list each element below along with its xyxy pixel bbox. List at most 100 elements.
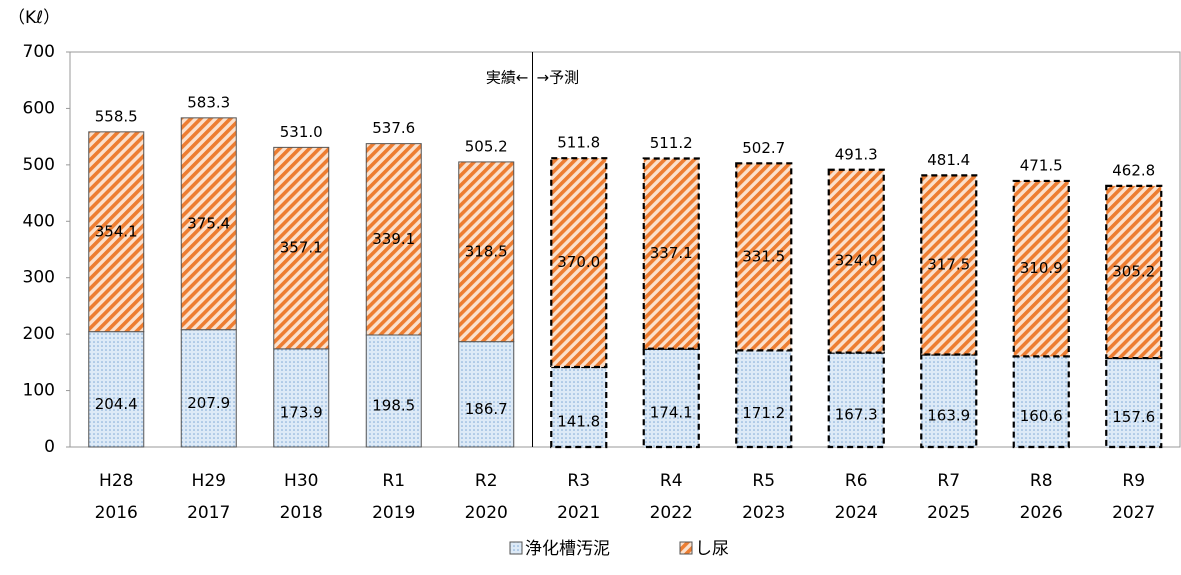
bar-segment xyxy=(735,162,793,352)
y-tick-label: 500 xyxy=(23,155,55,175)
segment-label: 331.5 xyxy=(742,247,785,265)
total-label: 583.3 xyxy=(187,93,230,111)
x-tick-label: R3 xyxy=(567,471,590,491)
segment-label: 310.9 xyxy=(1020,259,1063,277)
bar-segment xyxy=(642,157,700,350)
y-tick-label: 700 xyxy=(23,42,55,62)
segment-label: 318.5 xyxy=(465,242,508,260)
segment-label: 186.7 xyxy=(465,400,508,418)
bar-segment xyxy=(1012,179,1070,358)
x-tick-label: 2024 xyxy=(835,503,878,523)
bar-segment xyxy=(550,365,608,449)
total-label: 505.2 xyxy=(465,137,508,155)
segment-label: 173.9 xyxy=(280,403,323,421)
bar-segment xyxy=(365,334,422,448)
y-tick-label: 300 xyxy=(23,268,55,288)
legend-label: し尿 xyxy=(695,539,729,559)
total-label: 511.2 xyxy=(650,134,693,152)
segment-label: 339.1 xyxy=(372,230,415,248)
x-tick-label: 2025 xyxy=(927,503,970,523)
bar-segment xyxy=(88,331,145,448)
bar-segment xyxy=(827,168,885,354)
total-label: 462.8 xyxy=(1112,161,1155,179)
segment-label: 163.9 xyxy=(927,406,970,424)
segment-label: 198.5 xyxy=(372,396,415,414)
bar-segment xyxy=(458,341,515,448)
x-tick-label: H28 xyxy=(99,471,133,491)
bar-segment xyxy=(735,349,793,449)
x-tick-label: 2019 xyxy=(372,503,415,523)
segment-label: 354.1 xyxy=(95,222,138,240)
bar-segment xyxy=(1105,356,1163,449)
x-tick-label: 2022 xyxy=(650,503,693,523)
x-tick-label: H30 xyxy=(284,471,318,491)
total-label: 481.4 xyxy=(927,151,970,169)
y-tick-label: 600 xyxy=(23,98,55,118)
x-tick-label: R2 xyxy=(475,471,498,491)
y-tick-label: 400 xyxy=(23,211,55,231)
segment-label: 305.2 xyxy=(1112,262,1155,280)
bar-segment xyxy=(180,117,237,331)
bar-segment xyxy=(365,143,422,336)
bar-segment xyxy=(273,146,330,350)
x-tick-label: 2017 xyxy=(187,503,230,523)
x-tick-label: 2027 xyxy=(1112,503,1155,523)
x-tick-label: H29 xyxy=(192,471,226,491)
x-tick-label: R9 xyxy=(1122,471,1145,491)
segment-label: 324.0 xyxy=(835,252,878,270)
total-label: 511.8 xyxy=(557,134,600,152)
bar-segment xyxy=(642,347,700,449)
segment-label: 174.1 xyxy=(650,403,693,421)
x-tick-label: R7 xyxy=(937,471,960,491)
segment-label: 141.8 xyxy=(557,412,600,430)
x-tick-label: R8 xyxy=(1030,471,1053,491)
segment-label: 337.1 xyxy=(650,244,693,262)
legend-swatch xyxy=(509,541,523,555)
bar-segment xyxy=(1012,355,1070,449)
total-label: 491.3 xyxy=(835,145,878,163)
x-tick-label: 2021 xyxy=(557,503,600,523)
annotation: 実績← xyxy=(486,69,529,87)
x-tick-label: 2018 xyxy=(280,503,323,523)
segment-label: 357.1 xyxy=(280,239,323,257)
y-tick-label: 200 xyxy=(23,324,55,344)
bar-segment xyxy=(273,348,330,448)
x-tick-label: R4 xyxy=(660,471,683,491)
bar-segment xyxy=(920,353,978,449)
bar-segment xyxy=(180,329,237,448)
segment-label: 207.9 xyxy=(187,394,230,412)
x-tick-label: R1 xyxy=(382,471,405,491)
x-tick-label: 2016 xyxy=(95,503,138,523)
bar-segment xyxy=(1105,184,1163,360)
annotation: →予測 xyxy=(537,69,580,87)
total-label: 502.7 xyxy=(742,139,785,157)
total-label: 471.5 xyxy=(1020,156,1063,174)
x-tick-label: R6 xyxy=(845,471,868,491)
segment-label: 171.2 xyxy=(742,404,785,422)
segment-label: 370.0 xyxy=(557,253,600,271)
bar-segment xyxy=(458,161,515,343)
legend-swatch xyxy=(679,541,693,555)
plot-frame xyxy=(69,51,1181,448)
bar-segment xyxy=(88,131,145,333)
total-label: 537.6 xyxy=(372,119,415,137)
segment-label: 317.5 xyxy=(927,255,970,273)
x-tick-label: R5 xyxy=(752,471,775,491)
bar-segment xyxy=(550,157,608,369)
y-axis-unit: （Kℓ） xyxy=(8,8,60,28)
segment-label: 167.3 xyxy=(835,405,878,423)
total-label: 558.5 xyxy=(95,107,138,125)
segment-label: 204.4 xyxy=(95,395,138,413)
y-tick-label: 100 xyxy=(23,381,55,401)
segment-label: 375.4 xyxy=(187,214,230,232)
segment-label: 160.6 xyxy=(1020,407,1063,425)
x-tick-label: 2023 xyxy=(742,503,785,523)
legend-label: 浄化槽汚泥 xyxy=(525,539,610,559)
bar-segment xyxy=(827,351,885,449)
total-label: 531.0 xyxy=(280,123,323,141)
x-tick-label: 2020 xyxy=(465,503,508,523)
x-tick-label: 2026 xyxy=(1020,503,1063,523)
y-tick-label: 0 xyxy=(44,437,55,457)
segment-label: 157.6 xyxy=(1112,408,1155,426)
